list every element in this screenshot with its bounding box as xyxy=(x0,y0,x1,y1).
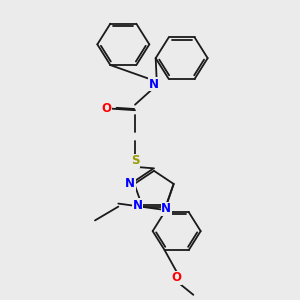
Text: N: N xyxy=(161,202,171,215)
Text: O: O xyxy=(102,102,112,115)
Text: O: O xyxy=(172,272,182,284)
Text: S: S xyxy=(131,154,139,167)
Text: N: N xyxy=(149,78,159,91)
Text: N: N xyxy=(133,199,143,212)
Text: N: N xyxy=(125,177,135,190)
